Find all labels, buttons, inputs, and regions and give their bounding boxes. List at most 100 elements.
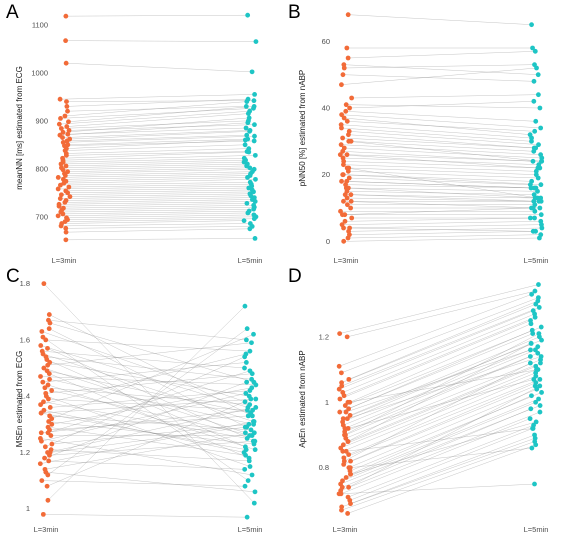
pair-line [65,187,249,192]
point-3min [45,382,51,388]
point-5min [537,376,543,382]
y-axis-title: ApEn estimated from nABP [298,350,307,447]
pair-line [345,326,542,406]
point-3min [42,385,48,391]
pair-line [350,382,536,462]
y-tick-label: 1 [26,504,30,513]
point-3min [60,167,66,173]
y-tick-label: 0.8 [319,463,329,472]
point-5min [532,128,538,134]
point-3min [346,452,352,457]
point-5min [251,430,257,436]
pair-line [339,310,534,390]
pair-line [339,333,533,413]
pair-line [40,421,255,464]
point-3min [46,326,52,332]
point-5min [242,303,248,309]
point-3min [344,195,350,201]
pair-line [339,284,539,334]
point-3min [349,215,355,221]
point-5min [245,210,251,216]
point-3min [347,225,352,231]
panel-letter: B [288,2,301,23]
x-category-label: L=5min [524,525,549,534]
pair-line [350,434,535,504]
pair-line [340,369,537,449]
point-5min [532,48,538,54]
pair-line [63,165,247,171]
y-tick-label: 1 [325,398,329,407]
pair-line [42,353,254,422]
panel-letter: A [6,2,19,23]
pair-line [67,167,250,172]
point-3min [345,399,351,405]
pair-line [59,201,256,205]
point-3min [341,238,347,244]
pair-line [64,199,253,203]
point-3min [339,178,344,184]
point-3min [46,312,52,317]
point-3min [58,116,63,121]
point-5min [242,483,248,489]
point-5min [537,409,543,415]
point-5min [251,331,256,337]
point-5min [253,39,259,44]
x-category-label: L=3min [52,256,77,265]
point-3min [348,458,353,464]
pair-line [62,151,249,159]
pair-line [341,67,537,85]
pair-line [346,398,539,478]
point-5min [252,447,258,453]
point-3min [55,186,61,192]
paired-lines [40,283,256,518]
point-5min [531,376,537,382]
pair-line [67,134,247,142]
pair-line [48,319,247,341]
pair-line [47,328,248,476]
point-5min [529,393,534,399]
point-5min [531,98,537,104]
pair-line [45,471,256,493]
pair-line [341,307,540,387]
x-category-label: L=5min [524,256,549,265]
pair-line [44,432,255,470]
point-5min [246,421,252,427]
point-5min [247,402,253,408]
point-5min [537,105,543,111]
point-5min [252,199,258,204]
point-3min [67,194,73,200]
pair-line [66,228,250,233]
point-5min [527,360,533,366]
point-3min [63,152,69,158]
pair-line [65,40,256,42]
point-5min [242,424,248,430]
pair-line [48,398,253,411]
point-5min [247,128,253,134]
point-3min [63,60,69,66]
panel-letter: C [6,266,20,287]
point-3min [341,115,347,121]
pair-line [341,303,536,383]
point-5min [538,195,544,201]
point-3min [38,410,44,416]
point-3min [43,469,49,475]
y-tick-label: 0 [326,237,330,246]
point-5min [248,396,254,402]
pair-line [348,134,535,149]
point-3min [66,119,71,125]
point-5min [528,406,534,412]
pair-line [349,177,531,185]
point-3min [344,118,350,124]
y-tick-label: 900 [35,116,48,125]
point-5min [245,111,251,116]
pair-line [63,157,245,163]
point-3min [344,165,350,171]
pair-line [345,349,531,413]
point-3min [341,65,347,71]
point-3min [63,13,69,19]
pair-line [64,140,255,147]
point-3min [344,334,350,340]
point-3min [58,126,64,131]
pair-line [345,184,535,189]
point-5min [539,225,545,231]
